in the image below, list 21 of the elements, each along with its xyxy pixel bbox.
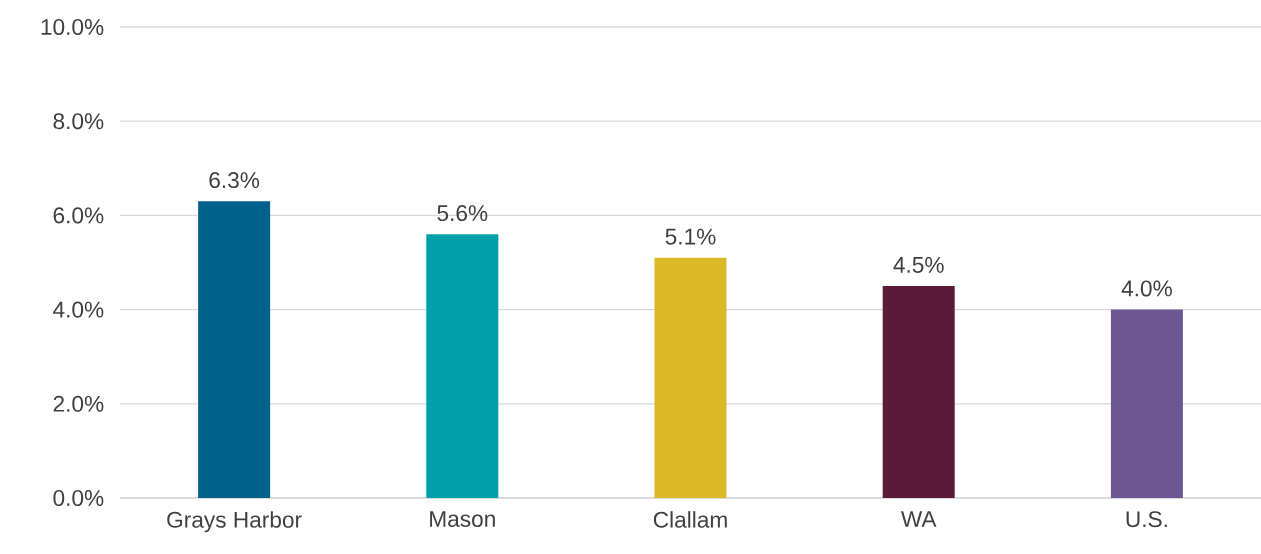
bar: [882, 286, 955, 498]
y-tick-label: 2.0%: [53, 395, 104, 412]
data-label: 4.5%: [893, 256, 944, 273]
data-label: 4.0%: [1121, 280, 1172, 297]
bar: [1110, 309, 1183, 498]
y-tick-label: 8.0%: [53, 113, 104, 130]
bar: [198, 201, 271, 498]
data-label: 5.1%: [665, 228, 716, 245]
x-tick-label: U.S.: [1126, 511, 1167, 528]
bar: [426, 234, 499, 498]
x-tick-label: Clallam: [653, 511, 727, 528]
y-tick-label: 6.0%: [53, 207, 104, 224]
x-tick-label: Mason: [430, 511, 495, 527]
bar: [654, 257, 727, 498]
x-tick-label: Grays Harbor: [167, 511, 302, 533]
data-label: 6.3%: [209, 172, 260, 189]
y-tick-label: 0.0%: [53, 489, 104, 507]
y-tick-label: 10.0%: [41, 18, 104, 36]
x-tick-label: WA: [900, 511, 937, 527]
data-label: 5.6%: [437, 205, 488, 222]
y-tick-label: 4.0%: [53, 301, 104, 318]
